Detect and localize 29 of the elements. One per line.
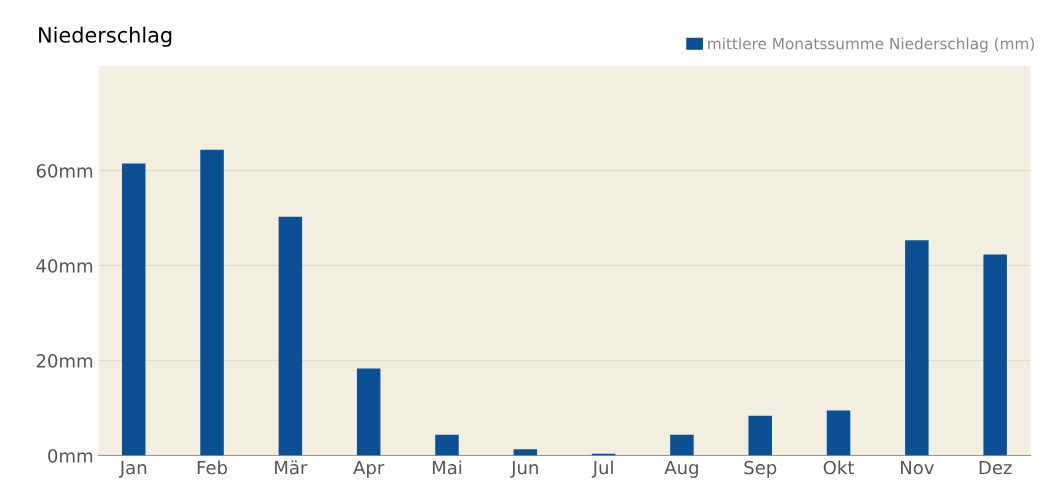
bar [200, 149, 224, 456]
x-tick-label: Jul [591, 460, 613, 478]
x-tick-label: Aug [664, 460, 698, 478]
bar [983, 254, 1007, 456]
x-tick-label: Jan [118, 460, 147, 478]
x-tick-label: Apr [353, 460, 385, 478]
chart-title: Niederschlag [39, 26, 172, 47]
bar [826, 410, 851, 456]
y-tick-label: 60mm [36, 164, 93, 178]
x-tick-label: Sep [744, 460, 777, 478]
y-tick-label: 0mm [48, 448, 93, 463]
x-tick-label: Jun [510, 460, 538, 478]
bar [905, 240, 929, 456]
y-tick-label: 20mm [36, 354, 93, 368]
bar [670, 434, 694, 456]
legend-label: mittlere Monatssumme Niederschlag (mm) [708, 37, 1034, 53]
bar [435, 434, 459, 456]
bar [278, 216, 303, 456]
x-tick-label: Feb [197, 460, 228, 475]
x-tick-label: Nov [901, 460, 934, 475]
y-tick-label: 40mm [36, 259, 93, 273]
bar [748, 415, 772, 456]
bar [513, 449, 538, 456]
x-tick-label: Mai [432, 460, 462, 475]
x-tick-label: Dez [979, 460, 1012, 475]
x-tick-label: Mär [275, 460, 308, 475]
x-tick-label: Okt [823, 460, 854, 475]
bar [356, 368, 381, 456]
bar [121, 163, 146, 456]
